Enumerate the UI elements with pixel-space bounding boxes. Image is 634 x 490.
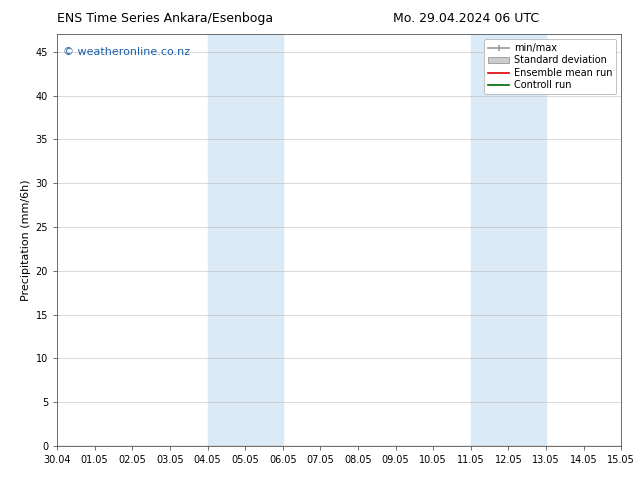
Text: Mo. 29.04.2024 06 UTC: Mo. 29.04.2024 06 UTC bbox=[393, 12, 539, 25]
Y-axis label: Precipitation (mm/6h): Precipitation (mm/6h) bbox=[22, 179, 31, 301]
Text: ENS Time Series Ankara/Esenboga: ENS Time Series Ankara/Esenboga bbox=[57, 12, 273, 25]
Bar bbox=[471, 34, 546, 446]
Legend: min/max, Standard deviation, Ensemble mean run, Controll run: min/max, Standard deviation, Ensemble me… bbox=[484, 39, 616, 94]
Text: © weatheronline.co.nz: © weatheronline.co.nz bbox=[63, 47, 190, 57]
Bar bbox=[207, 34, 283, 446]
